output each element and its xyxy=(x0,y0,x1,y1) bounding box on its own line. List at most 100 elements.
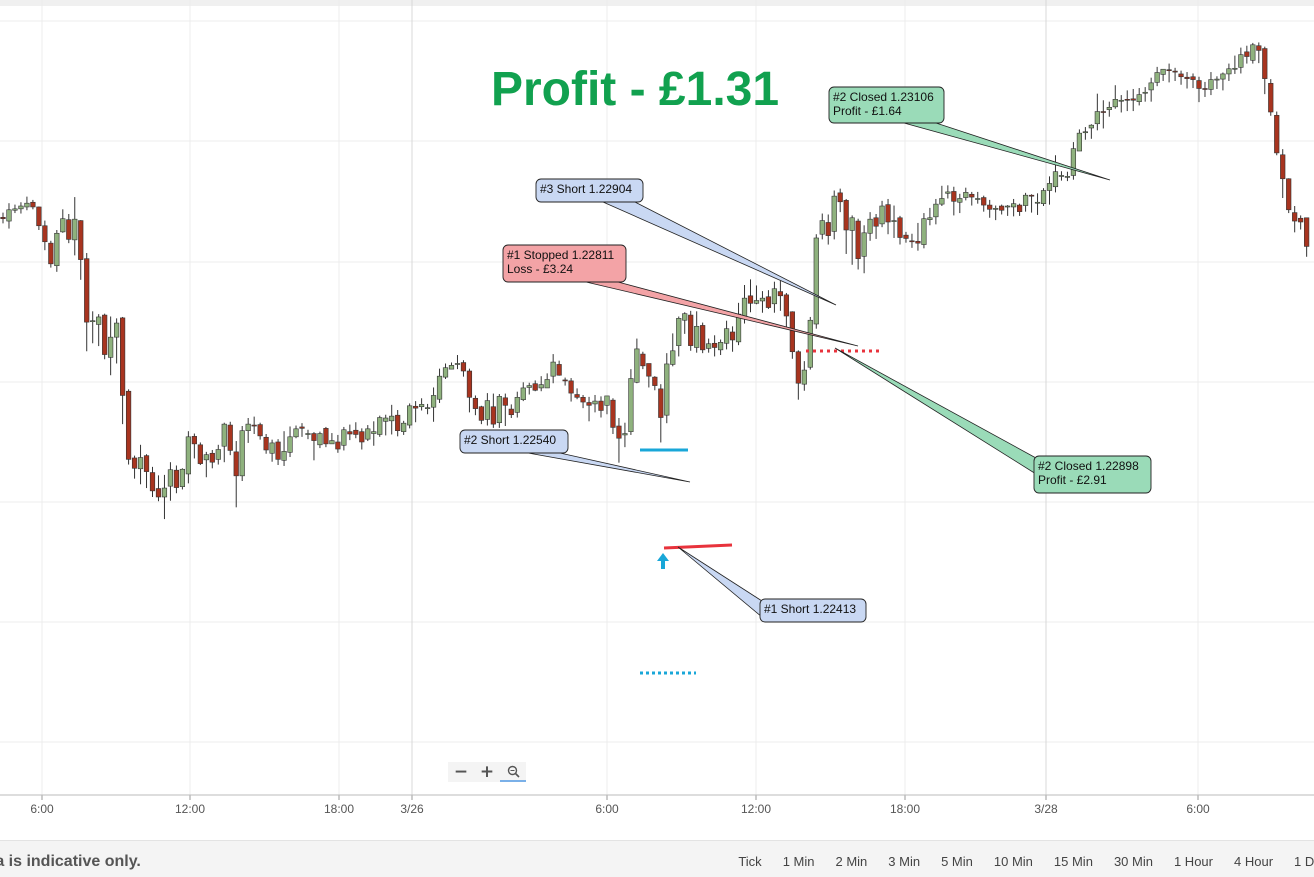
candle-body xyxy=(933,203,939,218)
candle-body xyxy=(951,191,957,202)
candle-body xyxy=(1046,183,1053,191)
candle-body xyxy=(999,205,1005,211)
candle-body xyxy=(921,218,927,245)
candle-body xyxy=(215,449,221,460)
interval-30-min[interactable]: 30 Min xyxy=(1113,854,1153,869)
interval-1-min[interactable]: 1 Min xyxy=(782,854,815,869)
candle-body xyxy=(526,385,532,388)
annotation-sublabel: Profit - £2.91 xyxy=(1038,473,1107,487)
candle-body xyxy=(1094,111,1100,125)
candle-body xyxy=(1154,72,1160,83)
candle-body xyxy=(1064,176,1071,178)
candle-body xyxy=(993,208,999,210)
candle-body xyxy=(825,222,831,236)
candle-body xyxy=(1172,70,1178,73)
candle-body xyxy=(939,198,945,205)
interval-tick[interactable]: Tick xyxy=(738,854,762,869)
candle-body xyxy=(843,200,849,231)
candle-body xyxy=(873,217,879,227)
candle-body xyxy=(849,217,855,231)
candle-body xyxy=(484,400,490,420)
zoom-reset-icon xyxy=(507,765,520,778)
candle-body xyxy=(1052,171,1059,188)
candle-body xyxy=(1232,67,1238,70)
candle-body xyxy=(125,390,132,460)
candle-body xyxy=(568,380,574,394)
candle-body xyxy=(1011,203,1017,208)
candle-body xyxy=(1286,178,1292,211)
price-chart[interactable]: 6:00 12:00 18:00 3/26 6:00 12:00 18:00 3/28 6:00… xyxy=(0,0,1314,840)
candle-body xyxy=(137,457,144,470)
candle-body xyxy=(317,433,323,446)
candle-body xyxy=(574,394,580,398)
entry-arrow-icon xyxy=(657,553,669,569)
candle-body xyxy=(676,318,682,346)
interval-2-min[interactable]: 2 Min xyxy=(835,854,868,869)
candle-body xyxy=(819,220,825,235)
candle-body xyxy=(203,454,209,461)
x-tick-label: 6:00 xyxy=(1186,802,1210,816)
candle-body xyxy=(1112,99,1118,108)
chart-canvas[interactable]: 6:00 12:00 18:00 3/26 6:00 12:00 18:00 3/28 6:00… xyxy=(0,0,1314,840)
candle-body xyxy=(281,451,287,461)
interval-10-min[interactable]: 10 Min xyxy=(993,854,1033,869)
candle-body xyxy=(514,397,520,413)
candle-body xyxy=(114,322,120,338)
candle-body xyxy=(299,426,305,429)
candle-body xyxy=(6,209,12,222)
candle-body xyxy=(1268,83,1274,113)
candle-body xyxy=(1238,54,1244,68)
interval-1-day[interactable]: 1 Day xyxy=(1294,854,1314,869)
candle-body xyxy=(335,441,341,450)
candle-body xyxy=(365,428,371,440)
candle-body xyxy=(245,423,251,432)
zoom-out-button[interactable]: − xyxy=(448,762,474,782)
annotation-label: #3 Short 1.22904 xyxy=(540,182,632,196)
candle-body xyxy=(347,431,353,435)
candle-body xyxy=(831,195,837,232)
zoom-in-button[interactable]: + xyxy=(474,762,500,782)
interval-4-hour[interactable]: 4 Hour xyxy=(1234,854,1274,869)
candle-body xyxy=(556,364,562,376)
annotation-box xyxy=(759,598,867,623)
candle-body xyxy=(90,320,96,323)
x-tick-label: 3/28 xyxy=(1034,802,1058,816)
candle-body xyxy=(460,362,467,372)
interval-3-min[interactable]: 3 Min xyxy=(888,854,921,869)
candle-body xyxy=(418,404,425,408)
candle-body xyxy=(915,240,921,244)
candle-body xyxy=(861,232,867,257)
zoom-reset-button[interactable] xyxy=(500,762,526,782)
candle-body xyxy=(616,425,622,439)
candle-body xyxy=(723,328,730,344)
interval-5-min[interactable]: 5 Min xyxy=(941,854,973,869)
candle-body xyxy=(257,424,263,437)
candle-body xyxy=(1250,44,1256,61)
candle-body xyxy=(1202,88,1208,90)
candle-body xyxy=(652,376,658,386)
candle-body xyxy=(413,405,419,409)
candle-body xyxy=(167,469,174,487)
candle-body xyxy=(1220,73,1226,80)
candle-body xyxy=(436,375,443,400)
interval-1-hour[interactable]: 1 Hour xyxy=(1173,854,1213,869)
candle-body xyxy=(658,388,664,418)
candle-body xyxy=(1148,82,1154,91)
candle-body xyxy=(1262,48,1268,79)
annotation-label: #2 Closed 1.23106 xyxy=(833,90,934,104)
candle-body xyxy=(48,242,54,265)
candle-body xyxy=(84,258,90,323)
candle-body xyxy=(508,408,514,416)
candle-body xyxy=(759,297,766,302)
candle-body xyxy=(1298,217,1304,223)
candle-body xyxy=(454,363,461,365)
candle-body xyxy=(885,204,891,223)
candle-body xyxy=(472,397,479,409)
candle-body xyxy=(1280,154,1286,180)
candle-body xyxy=(1226,68,1232,75)
candle-body xyxy=(897,217,903,238)
candle-body xyxy=(1082,131,1088,134)
interval-15-min[interactable]: 15 Min xyxy=(1053,854,1093,869)
candle-body xyxy=(155,488,162,498)
candle-body xyxy=(341,429,347,446)
